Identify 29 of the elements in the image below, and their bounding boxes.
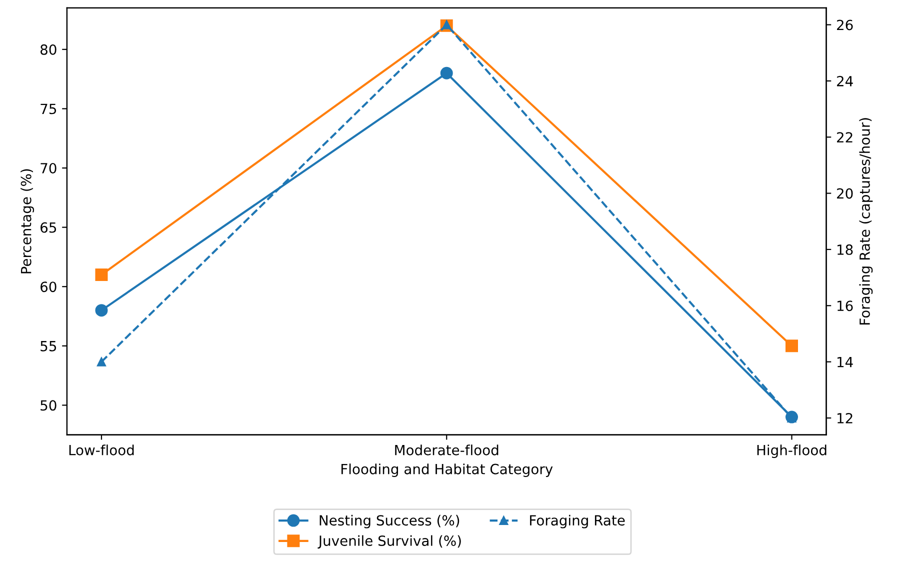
legend-label: Juvenile Survival (%) [318,535,461,549]
y2-tick-label: 20 [837,188,853,199]
y-tick-label: 55 [40,341,56,352]
y-tick-label: 60 [40,282,56,292]
point [440,66,453,80]
x-axis-title: Flooding and Habitat Category [341,464,553,478]
x-tick-label: Low-flood [69,444,134,456]
point [786,340,798,352]
y2-tick-label: 24 [837,76,853,86]
y-tick-label: 50 [40,400,56,411]
point [95,268,108,281]
y-axis-title: Percentage (%) [20,169,34,274]
x-tick-label: Moderate-flood [395,444,498,456]
y2-tick-label: 26 [837,20,853,30]
point [96,357,106,366]
y2-axis-title: Foraging Rate (captures/hour) [859,118,873,324]
y2-tick-label: 16 [838,300,853,312]
x-tick-label: High-flood [757,444,826,458]
y2-tick-label: 14 [838,356,853,368]
y2-tick-label: 22 [837,132,852,142]
legend-label: Foraging Rate [530,514,625,528]
point [95,304,108,317]
y-tick-label: 75 [40,104,56,114]
y2-tick-label: 12 [838,412,852,424]
y-tick-label: 70 [40,162,56,174]
legend-label: Nesting Success (%) [320,514,460,528]
y-tick-label: 65 [40,222,56,233]
y2-tick-label: 18 [838,244,853,255]
y-tick-label: 80 [40,44,56,55]
